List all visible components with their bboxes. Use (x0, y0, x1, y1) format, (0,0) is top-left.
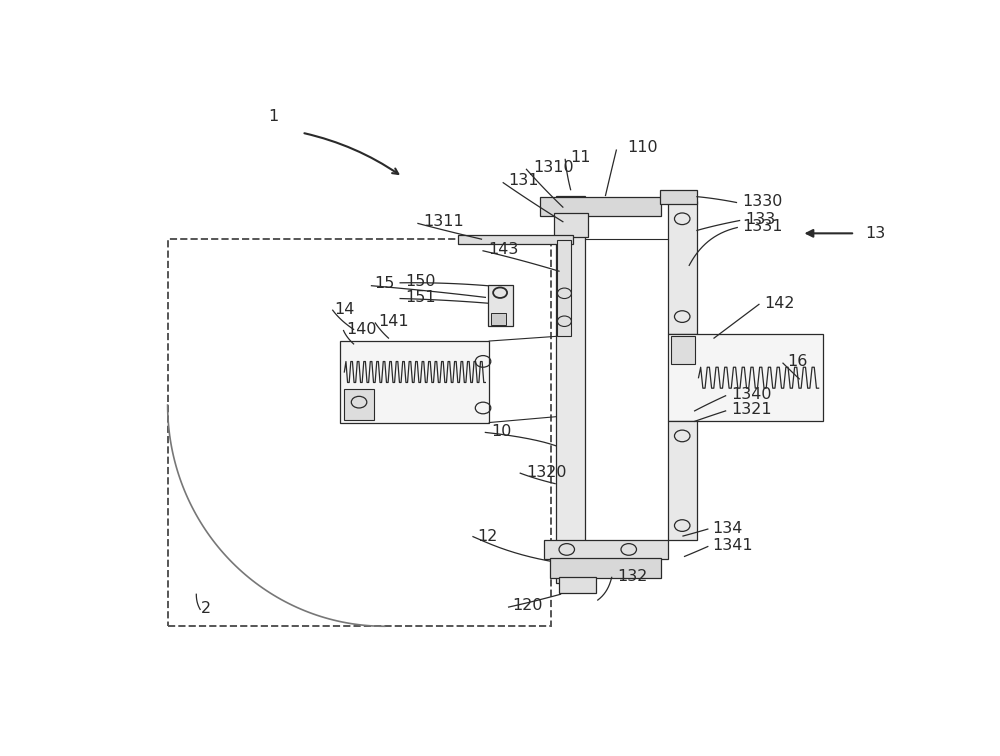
Bar (556, 196, 585, 583)
Text: 1321: 1321 (731, 402, 772, 417)
Bar (540, 197, 661, 216)
Bar (559, 578, 596, 593)
Text: 131: 131 (509, 173, 539, 188)
Bar (671, 336, 695, 364)
Text: 15: 15 (375, 277, 395, 292)
Text: 140: 140 (346, 322, 376, 337)
Text: 150: 150 (406, 274, 436, 289)
Text: 133: 133 (745, 212, 775, 228)
Text: 12: 12 (478, 528, 498, 544)
Text: 1340: 1340 (731, 387, 772, 402)
Text: 142: 142 (764, 296, 795, 311)
Bar (550, 558, 661, 578)
Bar (557, 240, 571, 336)
Bar (544, 540, 668, 559)
Text: 16: 16 (788, 354, 808, 369)
Bar (668, 334, 822, 421)
Text: 120: 120 (512, 599, 543, 613)
Text: 132: 132 (617, 569, 648, 584)
Text: 151: 151 (406, 290, 436, 305)
Text: 11: 11 (571, 150, 591, 165)
Bar (340, 341, 489, 423)
Text: 1310: 1310 (533, 160, 574, 175)
Text: 110: 110 (627, 140, 658, 155)
Text: 134: 134 (712, 521, 743, 536)
Text: 1341: 1341 (712, 538, 753, 553)
Text: 1330: 1330 (743, 194, 783, 209)
Text: 143: 143 (488, 242, 519, 256)
Text: 141: 141 (378, 314, 409, 330)
Text: 1: 1 (268, 110, 279, 125)
Text: 10: 10 (491, 424, 511, 438)
Bar (488, 284, 512, 327)
Bar (668, 201, 697, 334)
Text: 1311: 1311 (423, 214, 464, 229)
Bar (554, 213, 588, 237)
Text: 13: 13 (865, 226, 885, 241)
Bar (168, 239, 551, 626)
Bar (491, 312, 506, 325)
Bar (660, 190, 697, 204)
Bar (458, 234, 573, 244)
Text: 14: 14 (334, 302, 355, 317)
Text: 2: 2 (201, 601, 211, 616)
Bar (668, 421, 697, 540)
Text: 1331: 1331 (743, 218, 783, 234)
Bar (344, 389, 374, 420)
Text: 1320: 1320 (526, 464, 567, 479)
